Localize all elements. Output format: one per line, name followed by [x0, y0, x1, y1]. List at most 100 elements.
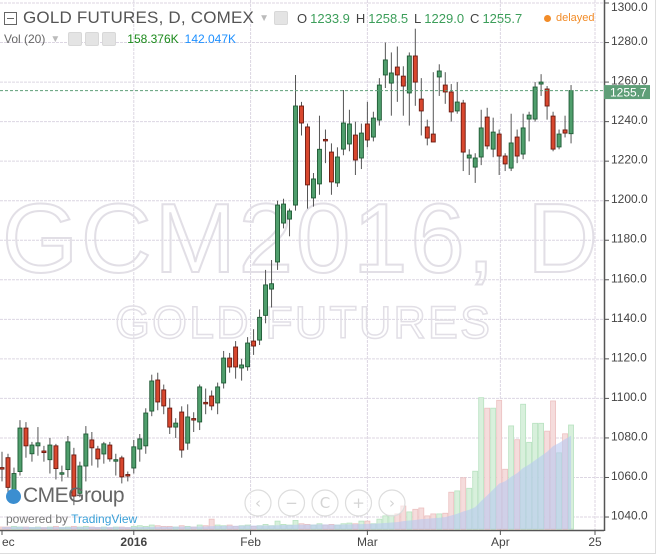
time-axis[interactable]: ec 2016 Feb Mar Apr 25 — [1, 530, 602, 549]
watermark-symbol: GCM2016, D — [2, 183, 598, 293]
open-label: O — [297, 10, 308, 26]
zoom-out-button[interactable]: − — [277, 489, 306, 517]
powered-by[interactable]: powered by TradingView — [6, 512, 137, 526]
settings-icon[interactable] — [274, 11, 288, 25]
candle-body — [17, 427, 23, 472]
candle-body — [305, 126, 310, 186]
candle-body — [400, 75, 406, 87]
volume-label[interactable]: Vol (20) — [4, 32, 46, 46]
zoom-in-button[interactable]: + — [344, 489, 373, 517]
chevron-down-icon[interactable]: ▼ — [50, 33, 61, 45]
candle — [185, 404, 191, 450]
candle — [155, 372, 161, 411]
candle-body — [478, 127, 484, 158]
candle — [83, 426, 89, 482]
candle — [544, 86, 550, 120]
candle — [221, 350, 227, 389]
candle — [167, 398, 173, 434]
candle-body — [143, 412, 149, 447]
candle-body — [532, 86, 538, 120]
candle — [35, 427, 41, 456]
candle — [227, 352, 233, 373]
candle — [484, 107, 490, 150]
candle — [466, 149, 472, 175]
candle — [317, 115, 322, 195]
chevron-down-icon[interactable]: ▼ — [259, 12, 269, 24]
y-tick-label: 1260.0 — [611, 74, 648, 88]
powered-by-text: powered by — [6, 512, 72, 526]
candle-body — [215, 386, 221, 404]
reset-button[interactable]: C — [311, 489, 339, 517]
y-tick-label: 1180.0 — [611, 232, 647, 246]
scroll-right-icon — [378, 489, 406, 517]
candle — [490, 117, 496, 158]
symbol-title[interactable]: GOLD FUTURES, D, COMEX — [23, 8, 255, 27]
candle-body — [550, 115, 556, 150]
candle — [305, 123, 310, 209]
candle-body — [496, 133, 502, 157]
scroll-right-button[interactable]: › — [378, 489, 406, 517]
candle — [418, 78, 424, 136]
zoom-in-icon — [344, 489, 373, 517]
candle-body — [131, 446, 137, 469]
candle — [562, 115, 568, 138]
nav-glyph: C — [320, 494, 330, 512]
candle-body — [484, 116, 490, 147]
candle-body — [107, 444, 113, 460]
candle — [209, 390, 215, 411]
candle-body — [263, 284, 269, 316]
candle-body — [346, 123, 352, 145]
candle-body — [436, 70, 442, 78]
candle — [173, 418, 179, 438]
candle-body — [233, 346, 239, 368]
collapse-icon[interactable] — [4, 11, 17, 25]
candle — [364, 101, 370, 148]
candle — [508, 113, 514, 172]
candle-body — [340, 122, 346, 150]
candle-body — [269, 283, 274, 290]
candle-body — [257, 316, 263, 341]
candle — [107, 441, 113, 462]
high-label: H — [355, 10, 366, 26]
candle — [358, 123, 364, 170]
candle — [203, 388, 209, 415]
candle-body — [251, 340, 257, 347]
candle — [478, 109, 484, 166]
volume-legend: Vol (20) ▼ 158.376K 142.047K — [4, 32, 236, 46]
candle — [59, 465, 65, 482]
candle-body — [323, 138, 328, 142]
y-tick-label: 1060.0 — [611, 469, 648, 483]
candle-body — [167, 407, 173, 428]
candle-body — [418, 98, 424, 112]
candle — [376, 78, 382, 126]
candle-body — [83, 433, 89, 467]
candle-body — [35, 442, 41, 447]
y-tick-label: 1280.0 — [611, 34, 648, 48]
candle — [137, 433, 143, 462]
candle — [460, 99, 466, 172]
candle — [17, 420, 23, 476]
close-icon[interactable] — [102, 32, 117, 46]
candle — [334, 147, 340, 187]
candle-body — [137, 438, 143, 450]
close-label: C — [470, 10, 480, 26]
price-axis[interactable]: 1300.0 1280.0 1260.0 1240.0 1220.0 1200.0 1180… — [604, 0, 648, 523]
cme-group-logo[interactable]: CMEGroup — [6, 484, 125, 508]
scroll-left-button[interactable]: ‹ — [244, 489, 272, 517]
candle-body — [526, 114, 532, 120]
candle-body — [334, 156, 340, 184]
candle — [382, 42, 388, 89]
candle — [388, 52, 394, 116]
candle-body — [514, 136, 520, 157]
candle-body — [442, 84, 448, 93]
tradingview-link[interactable]: TradingView — [71, 512, 138, 526]
candle-body — [29, 444, 35, 455]
candle-body — [125, 474, 131, 477]
eye-icon[interactable] — [68, 32, 83, 46]
candle — [532, 82, 538, 122]
candle-body — [173, 422, 179, 428]
candle-body — [155, 379, 161, 403]
gear-icon[interactable] — [85, 32, 100, 46]
candle-body — [448, 91, 454, 113]
